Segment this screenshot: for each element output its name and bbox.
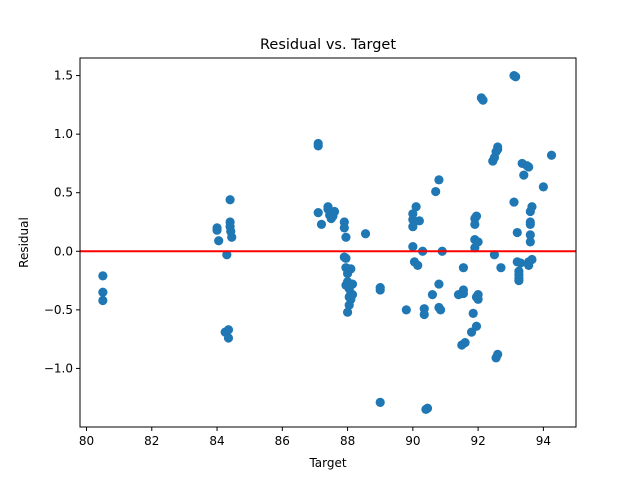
data-point [347,279,358,289]
data-point [313,208,323,218]
data-point [427,290,438,300]
data-point [525,219,535,229]
data-point [509,197,519,207]
data-point [511,72,521,82]
data-point [519,170,529,180]
x-axis-ticks: 80 82 84 86 88 90 92 94 [79,427,551,448]
y-axis-ticks: −1.0 −0.5 0.0 0.5 1.0 1.5 [44,69,80,375]
chart-title: Residual vs. Target [260,37,396,53]
y-tick-label: 0.0 [54,244,73,258]
data-point [401,305,411,315]
data-point [434,175,444,185]
data-point [223,325,234,335]
data-point [515,258,526,268]
data-point [98,271,108,281]
data-point [339,223,349,233]
data-point [347,290,358,300]
data-point [212,225,222,235]
y-tick-label: 1.5 [54,69,73,83]
data-point [435,305,446,315]
data-point [496,263,506,273]
y-axis-label: Residual [17,217,31,268]
x-tick-label: 84 [209,434,224,448]
data-point [514,275,524,286]
data-point [471,211,482,221]
data-point [460,338,470,348]
data-point [360,229,371,239]
data-point [346,264,356,274]
data-point [546,150,557,160]
data-point [408,209,418,219]
data-point [471,321,482,331]
data-point [458,285,469,295]
data-point [419,309,429,320]
data-point [98,295,108,306]
data-point [223,333,234,343]
data-point [524,162,534,172]
data-point [525,230,535,240]
data-point [341,232,351,242]
data-point [525,237,535,247]
points-layer [98,70,557,415]
data-point [512,227,522,238]
y-tick-label: 1.0 [54,127,73,141]
data-point [411,202,421,212]
data-point [527,202,537,212]
data-point [375,285,385,295]
data-point [478,95,488,105]
x-tick-label: 86 [275,434,290,448]
y-tick-label: 0.5 [54,186,73,200]
data-point [98,287,108,297]
data-point [225,195,235,205]
data-point [468,308,478,318]
data-point [422,403,433,413]
data-point [538,182,548,192]
data-point [413,260,423,270]
data-point [313,141,323,151]
data-point [408,222,418,232]
data-point [493,349,503,359]
data-point [434,279,444,289]
x-tick-label: 90 [405,434,420,448]
data-point [489,250,500,260]
data-point [344,300,354,310]
data-point [316,219,327,229]
x-tick-label: 92 [470,434,485,448]
y-tick-label: −0.5 [44,303,73,317]
data-point [527,254,537,265]
data-point [458,263,469,273]
x-tick-label: 94 [536,434,551,448]
y-tick-label: −1.0 [44,361,73,375]
data-point [214,236,224,246]
data-point [493,142,503,152]
data-point [473,294,483,304]
x-tick-label: 80 [79,434,94,448]
data-point [414,216,424,226]
x-tick-label: 82 [144,434,159,448]
data-point [342,307,353,317]
data-point [408,242,418,252]
data-point [375,397,385,407]
x-axis-label: Target [308,456,346,470]
data-point [473,237,483,247]
x-tick-label: 88 [340,434,355,448]
data-point [431,186,441,197]
data-point [328,211,338,221]
data-point [341,253,351,263]
plot-frame [79,57,577,428]
data-point [222,250,232,260]
data-point [227,232,237,242]
